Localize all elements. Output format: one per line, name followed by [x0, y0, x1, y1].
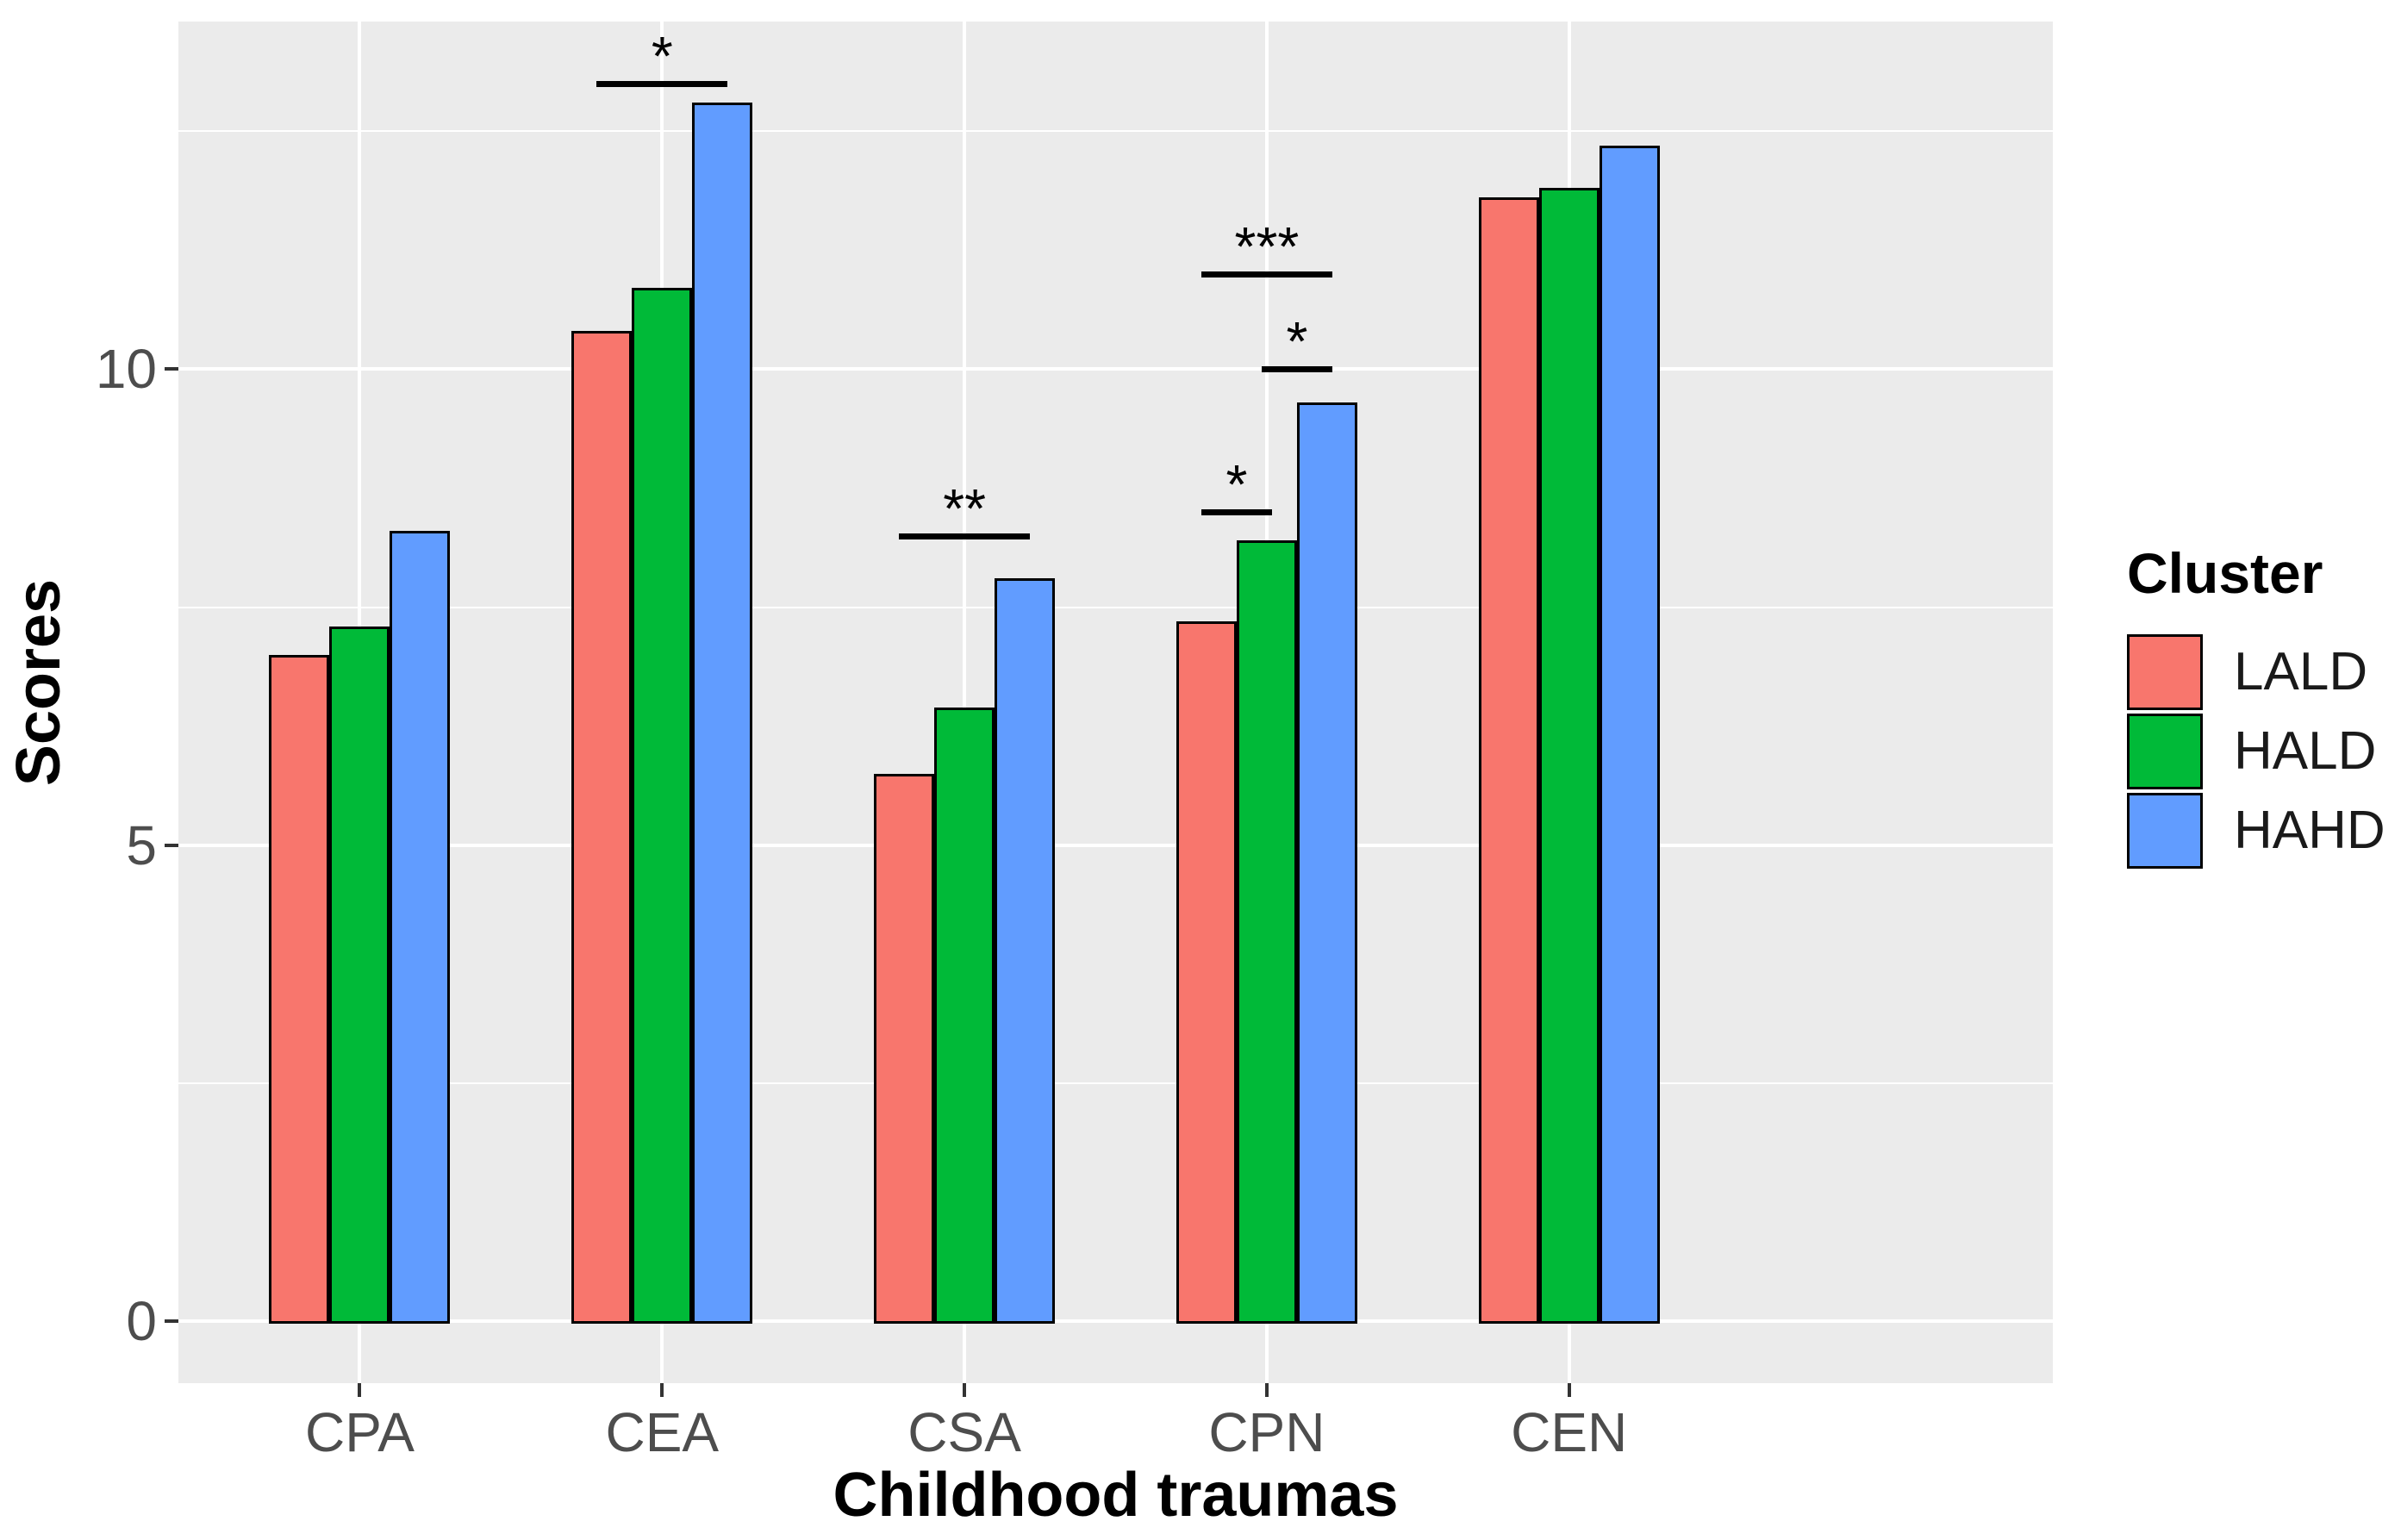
significance-line — [1200, 271, 1332, 277]
x-tick-label-cen: CEN — [1511, 1401, 1628, 1463]
bar-cpn-hald — [1236, 540, 1297, 1325]
significance-line — [596, 80, 728, 87]
bar-cpa-hahd — [390, 531, 451, 1325]
x-tick-label-csa: CSA — [907, 1401, 1021, 1463]
legend-label: LALD — [2234, 641, 2368, 701]
legend-item-lald: LALD — [2127, 633, 2385, 710]
legend-key-swatch — [2127, 633, 2203, 710]
x-axis-tick — [1567, 1383, 1571, 1397]
legend-items: LALD HALD HAHD — [2127, 633, 2385, 869]
x-axis-tick — [660, 1383, 664, 1397]
significance-line — [1261, 366, 1332, 373]
y-axis-title: Scores — [4, 578, 73, 787]
minor-gridline — [178, 606, 2053, 608]
bar-cea-lald — [571, 331, 633, 1325]
x-axis-tick — [1264, 1383, 1269, 1397]
bar-cpn-lald — [1176, 621, 1237, 1325]
legend-key-swatch — [2127, 713, 2203, 789]
major-gridline — [178, 1319, 2053, 1324]
significance-stars: * — [1225, 453, 1248, 516]
x-axis-tick — [963, 1383, 967, 1397]
bar-csa-hald — [934, 707, 995, 1325]
x-axis-tick — [358, 1383, 362, 1397]
bar-csa-hahd — [995, 578, 1056, 1325]
category-gridline — [963, 22, 967, 1383]
significance-stars: * — [651, 24, 673, 87]
bar-cen-hahd — [1599, 145, 1660, 1325]
x-tick-label-cea: CEA — [605, 1401, 720, 1463]
x-tick-label-cpn: CPN — [1208, 1401, 1325, 1463]
legend-label: HAHD — [2234, 800, 2385, 860]
x-axis-title: Childhood traumas — [833, 1461, 1399, 1530]
legend-label: HALD — [2234, 720, 2377, 781]
legend-key-swatch — [2127, 792, 2203, 869]
y-axis-tick — [165, 843, 178, 847]
bar-cea-hald — [632, 288, 693, 1325]
significance-stars: * — [1286, 310, 1308, 373]
y-tick-label: 5 — [126, 814, 157, 876]
y-tick-label: 0 — [126, 1290, 157, 1353]
bar-cea-hahd — [692, 102, 753, 1325]
y-axis-tick — [165, 1319, 178, 1324]
bar-cpa-lald — [269, 654, 330, 1325]
minor-gridline — [178, 1082, 2053, 1084]
legend-title: Cluster — [2127, 541, 2323, 605]
significance-line — [1200, 509, 1272, 516]
significance-stars: *** — [1234, 215, 1300, 277]
legend: Cluster LALD HALD HAHD — [2127, 541, 2385, 872]
bar-csa-lald — [874, 773, 935, 1325]
significance-stars: ** — [943, 477, 986, 539]
y-axis-tick — [165, 367, 178, 371]
bar-cpa-hald — [329, 626, 390, 1325]
x-tick-label-cpa: CPA — [305, 1401, 415, 1463]
bar-cen-hald — [1538, 188, 1600, 1325]
major-gridline — [178, 367, 2053, 371]
legend-item-hald: HALD — [2127, 713, 2385, 789]
bar-cpn-hahd — [1296, 402, 1357, 1325]
minor-gridline — [178, 130, 2053, 133]
legend-item-hahd: HAHD — [2127, 792, 2385, 869]
significance-line — [899, 533, 1031, 539]
major-gridline — [178, 843, 2053, 847]
plot-panel: * ** *** * * — [178, 22, 2053, 1383]
bar-cen-lald — [1478, 197, 1539, 1325]
y-tick-label: 10 — [95, 338, 157, 401]
